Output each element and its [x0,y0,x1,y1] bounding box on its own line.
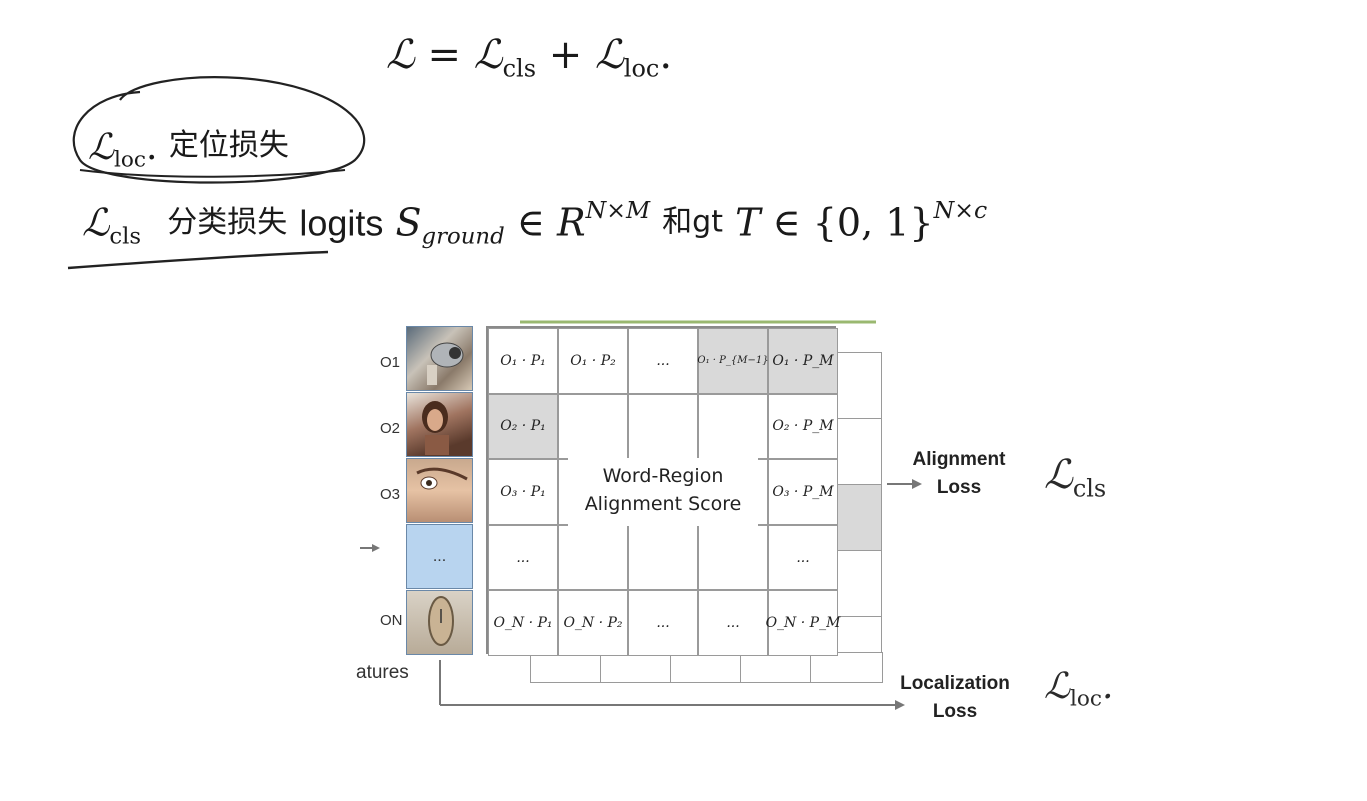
grid-cell: O₁ · P_{M−1} [697,328,769,394]
total-loss-equation: ℒ = ℒcls + ℒloc. [386,32,672,82]
woman-image [422,401,449,455]
side-box-highlight [836,484,882,551]
loc-subscript: loc [113,147,146,173]
loc-loss-line: ℒloc. 定位损失 [88,120,289,173]
word-region-alignment-score-label: Word-Region Alignment Score [568,458,758,526]
cls-subscript: cls [109,223,142,250]
period: . [659,32,673,78]
grid-cell: ... [628,328,698,394]
bottom-box [810,652,883,683]
alignment-loss-label: Alignment Loss [900,446,1018,502]
loc-chinese-label: 定位损失 [168,128,289,163]
underline-loc [79,169,346,178]
grid-cell [698,524,768,591]
ellipsis-region-box: ... [406,524,473,589]
grid-cell: O₃ · P₁ [488,459,558,525]
localization-loss-line-2: Loss [932,701,978,722]
underline-cls [67,250,329,270]
loss-cls-symbol: ℒcls [1044,452,1106,502]
cls-symbol: ℒ [82,200,110,245]
object-label-on: ON [380,612,403,629]
region-image-face [406,458,473,523]
bottom-box [530,652,601,683]
loc-symbol: ℒ [594,32,624,78]
grid-cell: O_N · P_M [766,590,840,656]
loss-loc-symbol: ℒloc. [1044,666,1113,712]
hairdryer-image [427,342,464,385]
equals-sign: = [414,32,474,78]
grid-cell [558,524,628,591]
bottom-box [740,652,811,683]
grid-cell: O_N · P₁ [488,590,558,656]
side-box [836,418,882,485]
object-label-o1: O1 [380,354,401,371]
grid-cell: O₁ · P₁ [488,328,558,394]
region-image-clock [406,590,473,655]
set-superscript: N×c [933,196,988,224]
binary-set: {0, 1} [812,200,934,245]
s-symbol: S [395,200,422,245]
bottom-box [670,652,741,683]
grid-cell [698,393,768,460]
region-image-woman [406,392,473,457]
loc-symbol: ℒ [88,127,114,168]
alignment-score-grid: O₁ · P₁ O₁ · P₂ ... O₁ · P_{M−1} O₁ · P_… [486,326,840,656]
grid-cell: ... [488,524,558,591]
grid-cell: O₂ · P_M [768,393,838,460]
bottom-box [600,652,671,683]
grid-cell: O₂ · P₁ [488,393,558,460]
circle-annotation [72,76,366,184]
r-symbol: R [557,200,586,245]
grid-cell [628,524,698,591]
element-of-2: ∈ [760,200,813,245]
grid-cell: ... [768,524,838,591]
grid-cell: O₃ · P_M [768,459,838,525]
localization-arrowhead [895,700,905,710]
alignment-loss-line-1: Alignment [912,449,1006,470]
grid-cell [628,393,698,460]
grid-cell: O_N · P₂ [558,590,628,656]
loss-loc-sub: loc [1069,686,1102,712]
s-subscript: ground [421,223,505,250]
grid-cell: ... [698,590,768,656]
side-box [836,352,882,419]
features-label: atures [356,662,409,683]
gt-label: 和gt [662,204,723,240]
object-label-o3: O3 [380,486,401,503]
loc-dot: . [145,127,158,168]
loss-loc-script: ℒ [1044,666,1070,707]
face-image [416,467,468,490]
cls-symbol: ℒ [473,32,503,78]
grid-cell: O₁ · P₂ [558,328,628,394]
grid-cell: O₁ · P_M [768,328,838,394]
grid-cell [558,393,628,460]
r-superscript: N×M [585,196,651,224]
score-label-line-2: Alignment Score [584,493,742,515]
side-box [836,550,882,617]
clock-image [428,596,454,646]
cls-loss-line: ℒcls 分类损失 logits Sground ∈ RN×M 和gt T ∈ … [82,196,987,250]
localization-loss-line-1: Localization [900,673,1010,694]
plus-sign: + [536,32,595,78]
localization-loss-label: Localization Loss [888,670,1022,726]
loss-cls-sub: cls [1072,474,1107,503]
t-symbol: T [735,200,761,245]
input-arrowhead [372,544,380,552]
element-of-1: ∈ [504,200,557,245]
loss-symbol: ℒ [386,32,415,78]
object-label-o2: O2 [380,420,401,437]
alignment-loss-line-2: Loss [936,477,982,498]
grid-cell: ... [628,590,698,656]
region-image-hairdryer [406,326,473,391]
loss-loc-dot: . [1101,666,1114,707]
logits-word: logits [299,202,384,244]
cls-chinese-label: 分类损失 [167,204,288,240]
cls-subscript: cls [502,54,537,83]
loss-cls-script: ℒ [1044,452,1073,498]
score-label-line-1: Word-Region [602,465,724,487]
alignment-arrowhead [912,479,922,489]
loc-subscript: loc [623,54,660,83]
